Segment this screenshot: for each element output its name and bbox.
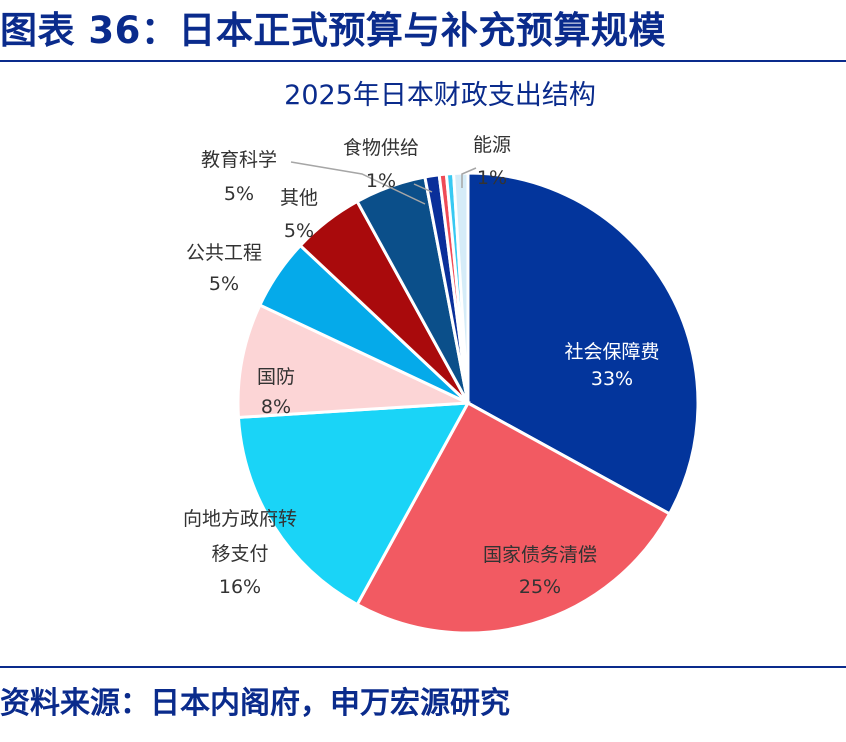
header-title: 图表 36：日本正式预算与补充预算规模: [0, 9, 666, 52]
slice-name-label-6: 其他: [280, 187, 318, 209]
slice-value-label-7: 5%: [224, 183, 254, 205]
source-note: 资料来源：日本内阁府，申万宏源研究: [0, 686, 510, 721]
slice-11: [451, 171, 470, 404]
slice-name-label-8: 食物供给: [343, 137, 419, 159]
slice-value-label-1: 33%: [591, 368, 633, 390]
slice-name-label-11: 能源: [473, 134, 511, 156]
slice-name-label-4: 国防: [257, 366, 295, 388]
slice-name-label-3-1: 向地方政府转: [183, 508, 297, 530]
slice-value-label-2: 25%: [519, 576, 561, 598]
slice-name-label-5: 公共工程: [186, 242, 262, 264]
slice-value-label-8: 1%: [366, 170, 396, 192]
slice-name-label-2: 国家债务清偿: [483, 544, 597, 566]
slice-name-label-3-2: 移支付: [211, 543, 268, 565]
leader-line-8: [413, 183, 433, 193]
pie-slices: [236, 171, 700, 635]
slice-value-label-11: 1%: [477, 167, 507, 189]
slice-1: [466, 171, 700, 516]
chart-title: 2025年日本财政支出结构: [284, 80, 596, 111]
slice-2: [355, 400, 672, 635]
leader-line-11: [461, 167, 477, 188]
header-divider: [0, 60, 846, 62]
leader-lines: [290, 161, 477, 205]
slice-name-label-7: 教育科学: [201, 149, 277, 171]
footer-divider: [0, 666, 846, 668]
slice-name-label-1: 社会保障费: [564, 341, 659, 363]
slice-value-label-3: 16%: [219, 576, 261, 598]
slice-value-label-4: 8%: [261, 396, 291, 418]
leader-line-7: [290, 161, 426, 205]
slice-4: [236, 303, 469, 420]
pie-chart: 2025年日本财政支出结构 社会保障费 33% 国家债务清偿 25% 向地方政府转移支付…: [183, 80, 700, 635]
slice-value-label-5: 5%: [209, 273, 239, 295]
slice-value-label-6: 5%: [284, 220, 314, 242]
slice-3: [236, 401, 471, 607]
